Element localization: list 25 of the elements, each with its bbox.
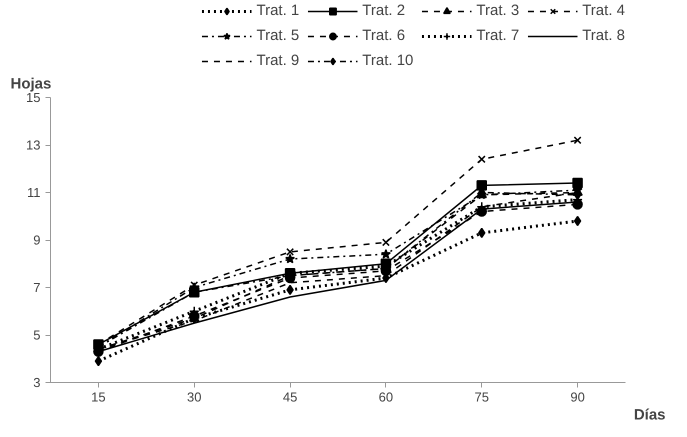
y-tick-label: 3 (33, 375, 41, 390)
y-tick-label: 7 (33, 280, 41, 295)
y-tick-label: 9 (33, 232, 41, 248)
legend-label: Trat. 2 (362, 2, 406, 19)
y-tick-label: 5 (33, 328, 41, 342)
x-axis-title: Días (634, 406, 666, 424)
legend-label: Trat. 8 (582, 27, 625, 44)
x-tick-label: 75 (474, 390, 489, 404)
legend-label: Trat. 6 (362, 27, 406, 44)
x-tick-label: 15 (91, 390, 106, 404)
legend-label: Trat. 5 (256, 27, 300, 44)
x-tick-label: 30 (187, 390, 202, 404)
y-axis-title: Hojas (10, 76, 52, 92)
x-tick-label: 60 (378, 390, 394, 404)
y-tick-label: 11 (27, 185, 41, 200)
legend-label: Trat. 9 (256, 52, 300, 69)
y-tick-label: 13 (26, 138, 41, 152)
y-tick-label: 15 (26, 90, 41, 105)
legend-label: Trat. 10 (362, 52, 414, 69)
legend-label: Trat. 3 (476, 2, 520, 19)
x-tick-label: 90 (570, 390, 585, 404)
legend-label: Trat. 7 (476, 27, 520, 44)
x-tick-label: 45 (282, 390, 298, 404)
legend-label: Trat. 4 (582, 2, 625, 19)
legend-label: Trat. 1 (256, 2, 300, 19)
